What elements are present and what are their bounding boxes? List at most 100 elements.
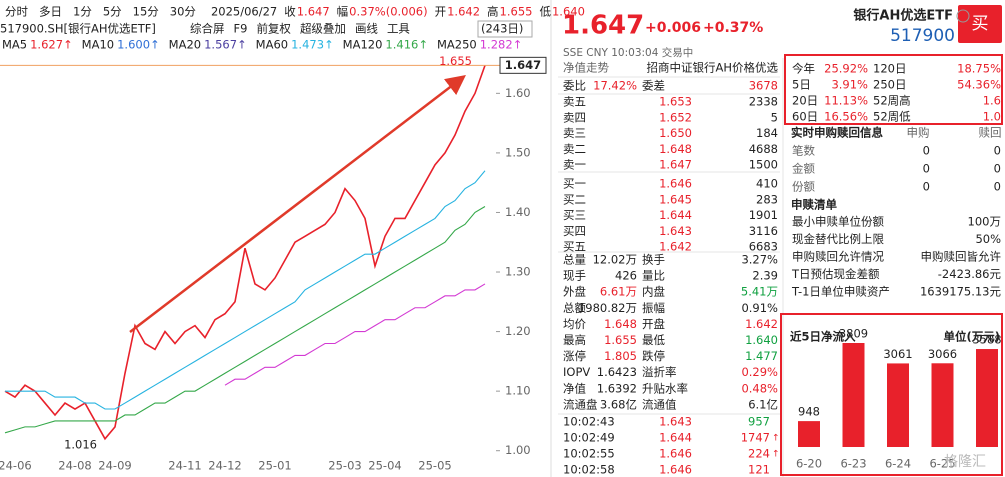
tool-button[interactable]: F9 (234, 22, 248, 36)
ma-value: 1.600↑ (117, 38, 160, 52)
bar (798, 421, 820, 447)
perf-value: 3.91% (831, 78, 868, 92)
perf-value: 11.13% (824, 94, 868, 108)
stat-value: 0.91% (741, 301, 778, 315)
stat-value: 1.655 (604, 333, 637, 347)
quote-label: 高 (487, 5, 499, 19)
tool-button[interactable]: 综合屏 (190, 22, 225, 36)
tool-button[interactable]: 前复权 (256, 22, 291, 36)
quote-value: 1.642 (447, 5, 480, 19)
stat-label: 量比 (642, 269, 665, 283)
stat-value: 1.477 (745, 349, 778, 363)
period-tab[interactable]: 1分 (73, 5, 92, 19)
bar-label: 3588 (972, 333, 1001, 347)
perf-value: 54.36% (957, 78, 1001, 92)
label: 委比 (563, 79, 586, 93)
stat-label: IOPV (563, 365, 590, 379)
book-price: 1.653 (659, 95, 692, 109)
period-tab[interactable]: 多日 (39, 5, 62, 19)
tool-button[interactable]: 超级叠加 (300, 22, 346, 36)
trade-time: 10:02:58 (563, 463, 615, 477)
book-label: 买三 (563, 208, 586, 222)
book-label: 卖二 (563, 142, 586, 156)
row-label: 份额 (792, 180, 815, 194)
x-tick-label: 6-24 (885, 457, 911, 471)
stat-value: 1.6423 (597, 365, 637, 379)
trade-volume: 957 (748, 415, 770, 429)
perf-value: 25.92% (824, 62, 868, 76)
period-tab[interactable]: 15分 (133, 5, 160, 19)
row-value: 0 (923, 144, 930, 158)
book-volume: 1500 (749, 158, 778, 172)
row-value: 1639175.13元 (920, 285, 1002, 299)
highlight-box (784, 54, 1003, 125)
stat-label: 升贴水率 (642, 381, 688, 395)
stat-label: 跌停 (642, 349, 665, 363)
range: (243日) (481, 22, 523, 36)
row-value: 100万 (968, 215, 1001, 229)
trend-arrow (129, 74, 466, 333)
label: 52周高 (873, 94, 911, 108)
row-value: 0 (923, 180, 930, 194)
trade-price: 1.646 (659, 463, 692, 477)
quote-label: 收 (284, 5, 296, 19)
range-box[interactable] (477, 20, 533, 38)
tool-button[interactable]: 工具 (387, 22, 410, 36)
book-price: 1.642 (659, 240, 692, 254)
period-tab[interactable]: 30分 (170, 5, 197, 19)
stat-value: 1.805 (604, 349, 637, 363)
stat-value: 6.1亿 (748, 397, 778, 411)
info-icon[interactable] (956, 9, 970, 23)
x-tick-label: 24-06 (0, 459, 32, 473)
row-value: 0 (994, 180, 1001, 194)
stat-label: 换手 (642, 253, 665, 267)
stat-value: 0.48% (741, 381, 778, 395)
price: 1.647 (562, 11, 644, 41)
book-label: 买一 (563, 177, 586, 191)
period-tab[interactable]: 5分 (103, 5, 122, 19)
period-tab[interactable]: 分时 (5, 5, 28, 19)
bar (931, 363, 954, 447)
stat-label: 流通值 (642, 397, 677, 411)
status: SSE CNY 10:03:04 交易中 (563, 46, 693, 59)
fund-code: 517900 (890, 26, 955, 46)
stat-label: 净值 (563, 381, 586, 395)
book-price: 1.652 (659, 110, 692, 124)
index-name: 招商中证银行AH价格优选 (646, 61, 778, 75)
last-price-label: 1.647 (505, 58, 541, 72)
section-title: 申赎清单 (791, 198, 837, 212)
book-price: 1.643 (659, 224, 692, 238)
book-volume: 1901 (749, 208, 778, 222)
stat-value: 1.6392 (597, 381, 637, 395)
y-tick-label: 1.50 (505, 145, 531, 159)
date: 2025/06/27 (211, 5, 277, 19)
ma-line (224, 283, 486, 386)
book-label: 卖一 (563, 158, 586, 172)
trade-arrow: ↑ (772, 434, 780, 444)
quote-label: 低 (539, 5, 551, 19)
x-tick-label: 24-12 (208, 459, 241, 473)
row-label: 金额 (792, 162, 815, 176)
trade-time: 10:02:49 (563, 431, 615, 445)
perf-value: 1.0 (983, 110, 1001, 124)
quote-value: 0.37%(0.006) (349, 5, 427, 19)
y-tick-label: 1.30 (505, 265, 531, 279)
trade-time: 10:02:43 (563, 415, 615, 429)
stat-label: 开盘 (642, 317, 665, 331)
label: 120日 (873, 62, 906, 76)
tool-button[interactable]: 画线 (355, 22, 378, 36)
stat-label: 涨停 (563, 349, 586, 363)
book-label: 卖五 (563, 95, 586, 109)
row-label: T-1日单位申赎资产 (791, 285, 890, 299)
row-value: 申购赎回皆允许 (921, 250, 1002, 264)
ma-value: 1.282↑ (480, 38, 523, 52)
high-label: 1.655 (439, 54, 472, 68)
book-volume: 5 (771, 110, 778, 124)
ma-line (4, 206, 486, 434)
label: 5日 (792, 78, 811, 92)
y-tick-label: 1.40 (505, 205, 531, 219)
book-label: 卖四 (563, 110, 586, 124)
row-value: 0 (994, 144, 1001, 158)
ma-value: 1.627↑ (30, 38, 73, 52)
